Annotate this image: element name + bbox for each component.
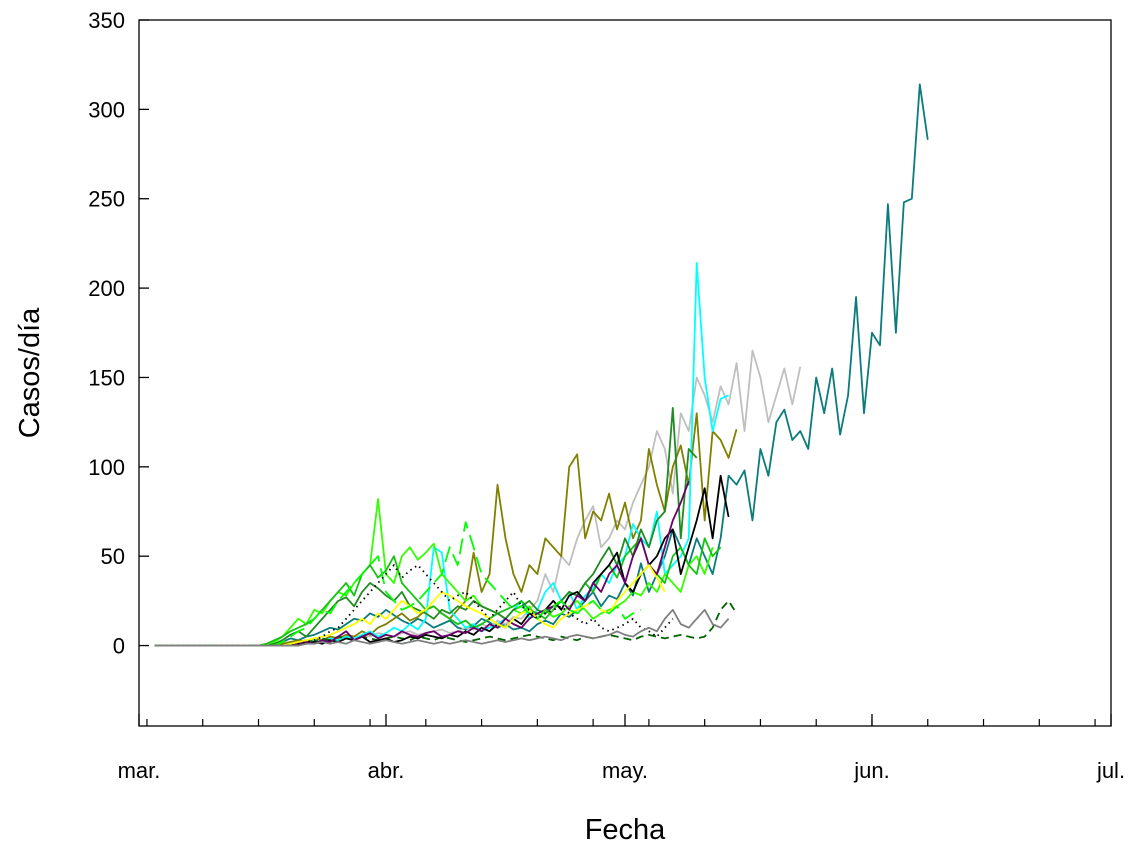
series-line-4	[154, 262, 729, 647]
y-tick-label: 300	[88, 97, 125, 122]
series-line-12	[154, 521, 642, 647]
x-tick-label: mar.	[118, 758, 161, 783]
x-tick-label: jun.	[853, 758, 889, 783]
y-tick-label: 0	[113, 634, 125, 659]
y-tick-label: 350	[88, 8, 125, 33]
y-tick-label: 100	[88, 455, 125, 480]
x-axis-title: Fecha	[585, 814, 666, 844]
y-axis-title: Casos/día	[14, 307, 46, 438]
x-tick-label: abr.	[368, 758, 405, 783]
y-axis: 0 50 100 150 200 250 300 350	[88, 8, 149, 659]
plot-frame	[138, 19, 1112, 727]
y-tick-label: 150	[88, 365, 125, 390]
y-tick-label: 50	[101, 544, 125, 569]
series-line-14	[154, 608, 730, 647]
series-layer	[154, 83, 929, 647]
y-tick-label: 250	[88, 187, 125, 212]
x-axis: mar. abr. may. jun. jul.	[118, 714, 1125, 783]
x-tick-label: jul.	[1096, 758, 1125, 783]
x-tick-label: may.	[602, 758, 648, 783]
series-line-1	[154, 83, 929, 647]
series-line-13	[154, 564, 674, 647]
y-tick-label: 200	[88, 276, 125, 301]
